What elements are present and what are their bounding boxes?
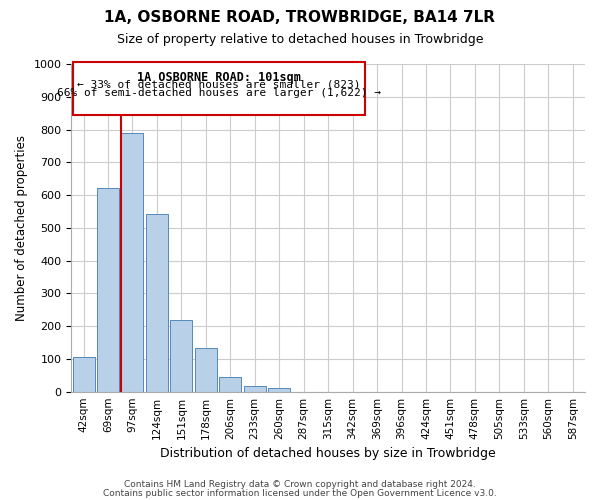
Text: Contains HM Land Registry data © Crown copyright and database right 2024.: Contains HM Land Registry data © Crown c…	[124, 480, 476, 489]
Bar	[73, 358, 95, 392]
Bar	[195, 348, 217, 392]
Bar	[170, 320, 193, 392]
Bar	[244, 386, 266, 392]
Text: Contains public sector information licensed under the Open Government Licence v3: Contains public sector information licen…	[103, 488, 497, 498]
Bar	[219, 376, 241, 392]
Text: 1A OSBORNE ROAD: 101sqm: 1A OSBORNE ROAD: 101sqm	[137, 71, 301, 84]
Text: 1A, OSBORNE ROAD, TROWBRIDGE, BA14 7LR: 1A, OSBORNE ROAD, TROWBRIDGE, BA14 7LR	[104, 10, 496, 25]
Y-axis label: Number of detached properties: Number of detached properties	[15, 135, 28, 321]
FancyBboxPatch shape	[73, 62, 365, 115]
Bar	[146, 214, 168, 392]
Text: 66% of semi-detached houses are larger (1,622) →: 66% of semi-detached houses are larger (…	[56, 88, 380, 98]
Bar	[97, 188, 119, 392]
Text: ← 33% of detached houses are smaller (823): ← 33% of detached houses are smaller (82…	[77, 80, 361, 90]
Bar	[121, 133, 143, 392]
Text: Size of property relative to detached houses in Trowbridge: Size of property relative to detached ho…	[117, 32, 483, 46]
X-axis label: Distribution of detached houses by size in Trowbridge: Distribution of detached houses by size …	[160, 447, 496, 460]
Bar	[268, 388, 290, 392]
